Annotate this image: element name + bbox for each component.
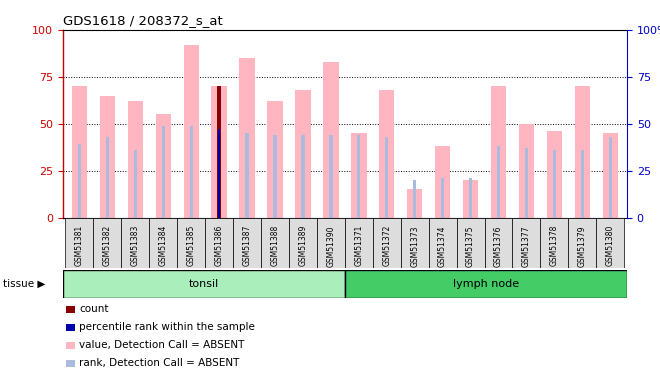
- Bar: [72, 86, 87, 218]
- Text: GSM51374: GSM51374: [438, 225, 447, 267]
- Text: GSM51385: GSM51385: [187, 225, 196, 267]
- Bar: [581, 150, 584, 217]
- Bar: [323, 62, 339, 217]
- Text: GSM51386: GSM51386: [214, 225, 224, 267]
- Bar: [401, 217, 428, 268]
- Bar: [497, 146, 500, 218]
- Bar: [484, 217, 512, 268]
- Bar: [65, 217, 94, 268]
- Bar: [546, 131, 562, 218]
- Bar: [491, 86, 506, 218]
- Text: GSM51383: GSM51383: [131, 225, 140, 267]
- Bar: [441, 178, 444, 218]
- Bar: [428, 217, 457, 268]
- Bar: [413, 180, 416, 218]
- Text: GSM51382: GSM51382: [103, 225, 112, 266]
- Bar: [78, 144, 81, 218]
- Text: GSM51372: GSM51372: [382, 225, 391, 267]
- Bar: [240, 58, 255, 217]
- Text: GSM51388: GSM51388: [271, 225, 280, 266]
- Text: GSM51387: GSM51387: [243, 225, 251, 267]
- Bar: [233, 217, 261, 268]
- Bar: [603, 133, 618, 218]
- Bar: [552, 150, 556, 217]
- Bar: [357, 135, 360, 218]
- Bar: [575, 86, 590, 218]
- Text: GSM51381: GSM51381: [75, 225, 84, 266]
- Text: GDS1618 / 208372_s_at: GDS1618 / 208372_s_at: [63, 15, 222, 27]
- Bar: [183, 45, 199, 218]
- Bar: [351, 133, 366, 218]
- Bar: [205, 217, 233, 268]
- Bar: [463, 180, 478, 218]
- Bar: [134, 150, 137, 217]
- Text: count: count: [79, 304, 109, 314]
- Bar: [261, 217, 289, 268]
- Bar: [218, 129, 220, 218]
- Bar: [373, 217, 401, 268]
- Text: GSM51390: GSM51390: [327, 225, 335, 267]
- Bar: [289, 217, 317, 268]
- Bar: [379, 90, 395, 218]
- Bar: [156, 114, 171, 218]
- Text: value, Detection Call = ABSENT: value, Detection Call = ABSENT: [79, 340, 245, 350]
- Bar: [469, 178, 473, 218]
- Bar: [273, 135, 277, 218]
- Bar: [512, 217, 541, 268]
- Text: percentile rank within the sample: percentile rank within the sample: [79, 322, 255, 332]
- Text: GSM51389: GSM51389: [298, 225, 308, 267]
- Bar: [127, 101, 143, 217]
- Bar: [525, 148, 528, 217]
- Bar: [541, 217, 568, 268]
- Bar: [385, 137, 389, 218]
- Text: GSM51371: GSM51371: [354, 225, 363, 267]
- Text: GSM51377: GSM51377: [522, 225, 531, 267]
- Bar: [435, 146, 450, 218]
- Text: rank, Detection Call = ABSENT: rank, Detection Call = ABSENT: [79, 358, 240, 368]
- Bar: [121, 217, 149, 268]
- Bar: [457, 217, 484, 268]
- Bar: [609, 137, 612, 218]
- Bar: [301, 135, 305, 218]
- Bar: [100, 96, 115, 218]
- Text: GSM51384: GSM51384: [159, 225, 168, 267]
- Bar: [345, 270, 627, 298]
- Bar: [568, 217, 596, 268]
- Bar: [63, 270, 345, 298]
- Bar: [295, 90, 311, 218]
- Bar: [317, 217, 345, 268]
- Text: GSM51375: GSM51375: [466, 225, 475, 267]
- Text: lymph node: lymph node: [453, 279, 519, 289]
- Text: GSM51373: GSM51373: [410, 225, 419, 267]
- Bar: [178, 217, 205, 268]
- Bar: [246, 133, 249, 218]
- Bar: [106, 137, 109, 218]
- Bar: [189, 126, 193, 218]
- Bar: [149, 217, 178, 268]
- Text: GSM51378: GSM51378: [550, 225, 559, 267]
- Bar: [217, 86, 221, 218]
- Bar: [519, 124, 534, 218]
- Text: GSM51379: GSM51379: [578, 225, 587, 267]
- Bar: [94, 217, 121, 268]
- Bar: [345, 217, 373, 268]
- Bar: [407, 189, 422, 217]
- Bar: [211, 86, 227, 218]
- Text: GSM51376: GSM51376: [494, 225, 503, 267]
- Text: GSM51380: GSM51380: [606, 225, 614, 267]
- Bar: [329, 135, 333, 218]
- Text: tissue ▶: tissue ▶: [3, 279, 46, 289]
- Bar: [162, 126, 165, 218]
- Text: tonsil: tonsil: [189, 279, 219, 289]
- Bar: [217, 129, 221, 218]
- Bar: [267, 101, 282, 217]
- Bar: [596, 217, 624, 268]
